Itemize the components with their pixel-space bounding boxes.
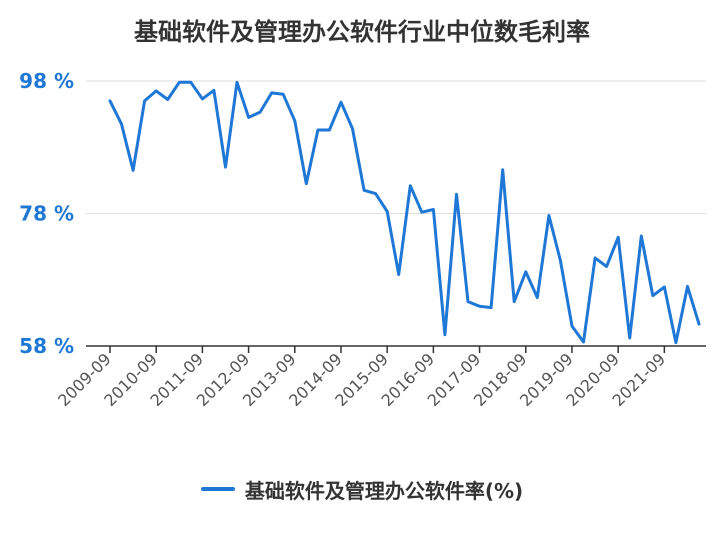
legend-label: 基础软件及管理办公软件率(%)	[244, 478, 524, 503]
y-tick-label: 78 %	[19, 202, 74, 226]
gridlines	[86, 80, 706, 214]
legend-swatch	[200, 487, 235, 491]
x-axis: 2009-092010-092011-092012-092013-092014-…	[54, 345, 706, 410]
y-tick-label: 58 %	[19, 334, 74, 358]
y-tick-label: 98 %	[19, 69, 74, 93]
series-line	[108, 80, 701, 345]
legend: 基础软件及管理办公软件率(%)	[0, 474, 724, 504]
y-axis-ticks: 58 % 78 % 98 %	[19, 69, 74, 358]
chart-title: 基础软件及管理办公软件行业中位数毛利率	[134, 18, 590, 46]
series-group	[108, 80, 701, 345]
